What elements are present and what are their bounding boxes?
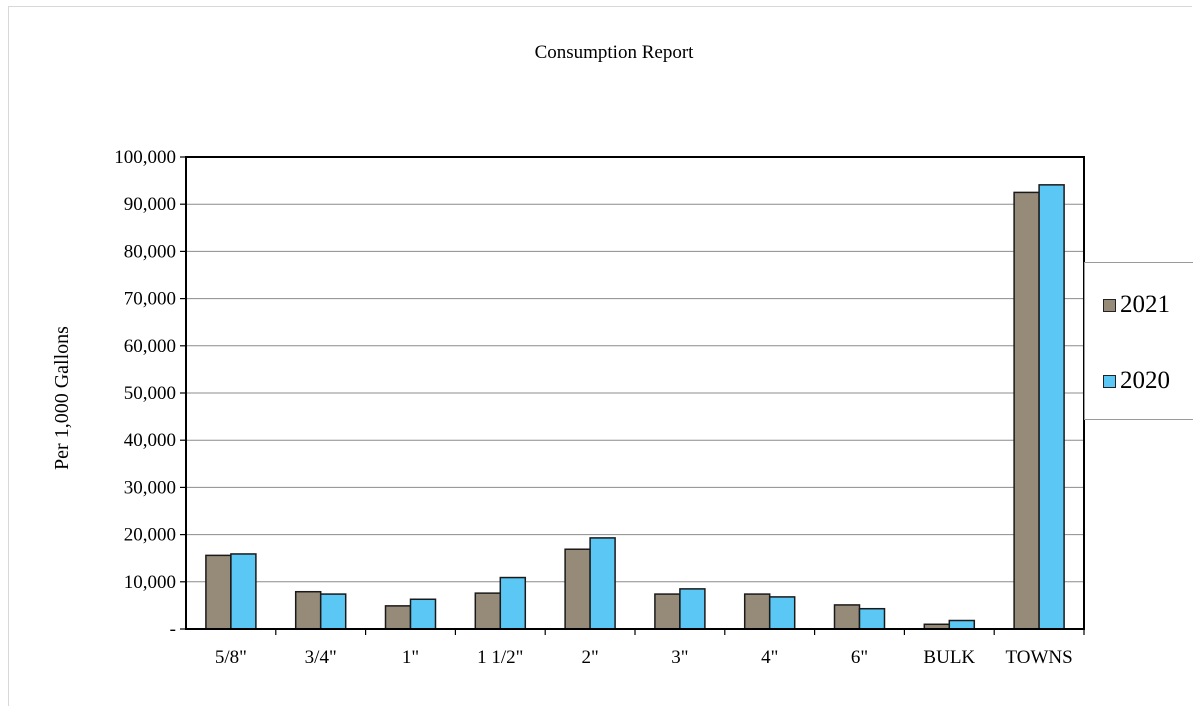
x-category-label: 1 1/2": [477, 647, 523, 668]
y-tick-label: 10,000: [124, 572, 176, 593]
bar-2021-2: [384, 605, 412, 630]
bar-2020-1: [319, 593, 347, 630]
x-category-label: BULK: [923, 647, 975, 668]
y-tick-label: 60,000: [124, 336, 176, 357]
y-tick-label: 50,000: [124, 383, 176, 404]
bar-2021-5: [654, 593, 681, 630]
bar-2021-3: [474, 592, 502, 630]
bar-2020-4: [589, 537, 616, 630]
bar-2021-4: [564, 548, 591, 630]
y-tick-label: 20,000: [124, 525, 176, 546]
axes: - 10,000 20,000 30,000 40,000 50,000 60,000 70,…: [114, 147, 1085, 668]
y-tick-label: 90,000: [124, 194, 176, 215]
bar-2020-9: [1038, 184, 1065, 630]
y-tick-label: 40,000: [124, 430, 176, 451]
legend-swatch-2020: [1103, 374, 1116, 388]
x-category-label: 3/4": [305, 647, 337, 668]
legend: 2021 2020: [1084, 262, 1193, 420]
chart-frame: [8, 6, 1192, 706]
legend-item-2021: 2021: [1103, 291, 1170, 319]
bars: [205, 184, 1065, 630]
bar-2021-0: [205, 554, 232, 630]
legend-swatch-2021: [1103, 298, 1116, 312]
x-category-label: TOWNS: [1005, 647, 1072, 668]
legend-item-2020: 2020: [1103, 367, 1170, 395]
x-category-label: 6": [851, 647, 868, 668]
gridlines: [186, 156, 1084, 583]
bar-2020-3: [499, 576, 527, 630]
x-category-label: 2": [581, 647, 598, 668]
y-tick-label: 70,000: [124, 289, 176, 310]
bar-2020-6: [768, 596, 796, 630]
y-tick-label: 30,000: [124, 477, 176, 498]
y-axis-label: Per 1,000 Gallons: [51, 326, 73, 470]
chart-title: Consumption Report: [535, 42, 695, 63]
x-category-label: 5/8": [215, 647, 247, 668]
bar-2021-6: [743, 593, 771, 630]
bar-2020-7: [858, 607, 886, 630]
bar-2021-1: [294, 590, 322, 630]
y-tick-label: 100,000: [114, 147, 176, 168]
y-tick-label: -: [170, 619, 176, 640]
x-category-label: 4": [761, 647, 778, 668]
bar-2020-2: [409, 598, 437, 630]
x-category-label: 1": [402, 647, 419, 668]
y-tick-label: 80,000: [124, 241, 176, 262]
bar-2020-5: [679, 588, 706, 630]
legend-label-2020: 2020: [1120, 367, 1170, 394]
bar-2020-0: [230, 553, 257, 630]
legend-label-2021: 2021: [1120, 291, 1170, 318]
bar-2021-7: [833, 604, 861, 630]
x-category-label: 3": [671, 647, 688, 668]
bar-2020-8: [948, 619, 976, 630]
bar-2021-9: [1013, 191, 1040, 630]
